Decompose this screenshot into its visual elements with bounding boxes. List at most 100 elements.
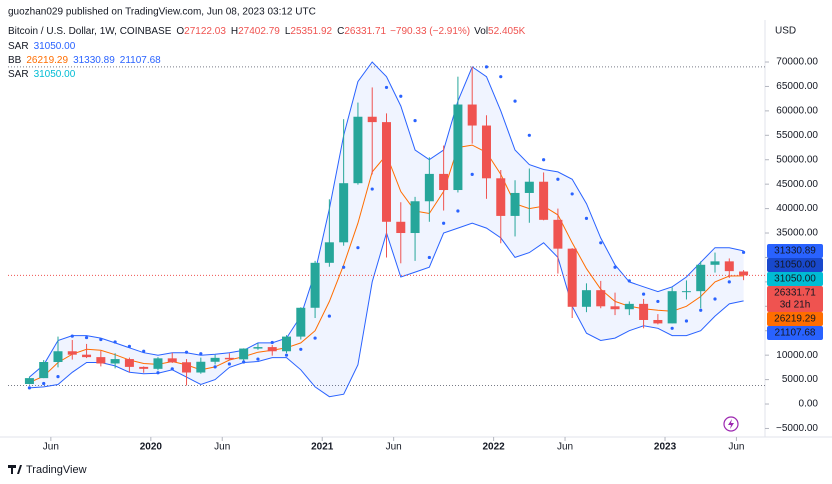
- price-tag: 26219.29: [767, 311, 823, 326]
- candle: [667, 287, 677, 324]
- candle-body: [239, 348, 249, 360]
- sar-dot: [299, 347, 303, 351]
- bb-upper: [29, 61, 744, 378]
- price-tag-box: [767, 311, 823, 326]
- candle: [567, 248, 577, 319]
- sar-dot: [442, 221, 446, 225]
- candle: [96, 350, 106, 367]
- candle: [210, 354, 220, 365]
- ohlc-value: 27122.03: [184, 26, 226, 37]
- candle: [653, 314, 663, 325]
- price-tag-label: 31330.89: [774, 246, 816, 257]
- candle: [624, 301, 634, 316]
- candle: [596, 280, 606, 309]
- candle: [496, 169, 506, 244]
- y-tick-label: 10000.00: [776, 350, 818, 361]
- ohlc-value: 27402.79: [238, 26, 280, 37]
- candle: [481, 115, 491, 199]
- sar-dot: [156, 371, 160, 375]
- candle-body: [439, 173, 449, 191]
- bb-upper-value: 31330.89: [73, 55, 115, 66]
- candle: [410, 196, 420, 261]
- sar-dot: [270, 340, 274, 345]
- candle: [82, 343, 92, 359]
- sar-dot: [42, 381, 46, 386]
- x-tick-label: 2022: [482, 442, 505, 453]
- sar-dot: [627, 279, 631, 283]
- y-tick-label: 65000.00: [776, 81, 818, 92]
- candle-body: [596, 290, 606, 307]
- icon-bolt[interactable]: [728, 419, 734, 429]
- sar-dot: [399, 94, 403, 98]
- ohlc-letter: H: [231, 26, 238, 37]
- sar-dot: [670, 326, 674, 330]
- footer-logo[interactable]: TradingView: [8, 464, 87, 476]
- candle: [124, 357, 134, 373]
- plot-area: [8, 61, 765, 398]
- sar-dot: [370, 187, 374, 191]
- candle-body: [182, 362, 192, 373]
- y-tick-label: 0.00: [799, 399, 819, 410]
- candle-body: [353, 116, 363, 184]
- sar-value: 31050.00: [34, 41, 76, 52]
- candle-body: [510, 192, 520, 216]
- y-tick-label: 60000.00: [776, 106, 818, 117]
- x-tick-label: 2023: [654, 442, 677, 453]
- candle: [39, 360, 49, 379]
- candle-body: [453, 104, 463, 191]
- y-tick-label: −5000.00: [776, 423, 818, 434]
- sar-dot: [456, 209, 460, 213]
- sar2-value: 31050.00: [34, 69, 76, 80]
- lightning-icon[interactable]: [723, 416, 739, 432]
- candle-body: [67, 351, 77, 355]
- y-tick-label: 35000.00: [776, 228, 818, 239]
- candle-body: [167, 358, 177, 363]
- x-tick-label: 2021: [311, 442, 334, 453]
- candle-body: [310, 262, 320, 308]
- sar-dot: [599, 241, 603, 245]
- candle-body: [553, 219, 563, 249]
- sar-dot: [699, 308, 703, 312]
- logo-mark[interactable]: [8, 465, 22, 474]
- sar-dot: [470, 172, 474, 176]
- candle: [310, 260, 320, 319]
- candle: [339, 119, 349, 246]
- price-tag-label: 26331.71: [774, 288, 816, 299]
- candle: [581, 283, 591, 313]
- ohlc-value: 26331.71: [344, 26, 386, 37]
- x-tick-label: Jun: [214, 442, 230, 453]
- sar-dot: [641, 292, 646, 296]
- candle: [510, 180, 520, 237]
- sar-dot: [384, 85, 389, 90]
- sar-dot: [556, 177, 560, 181]
- volume-name: Vol: [474, 26, 488, 37]
- sar-dot: [284, 353, 289, 357]
- price-tag: 31050.00: [767, 271, 823, 286]
- sar-dot: [127, 344, 132, 348]
- candle: [167, 352, 177, 363]
- candle: [539, 172, 549, 221]
- candle-body: [524, 181, 534, 193]
- candle-body: [367, 116, 377, 123]
- candle: [439, 145, 449, 211]
- candle-body: [196, 361, 206, 373]
- footer-brand[interactable]: TradingView: [26, 464, 87, 476]
- price-tag-box: [767, 271, 823, 286]
- sar-dot: [56, 375, 60, 379]
- price-tag-label: 26219.29: [774, 314, 816, 325]
- sar-dot: [356, 246, 360, 250]
- legend-sar2: SAR 31050.00: [8, 69, 76, 80]
- sar-name: SAR: [8, 41, 29, 52]
- y-tick-label: 5000.00: [782, 374, 819, 385]
- volume-value: 52.405K: [488, 26, 526, 37]
- candle-body: [481, 125, 491, 179]
- price-tag-label: 31050.00: [774, 260, 816, 271]
- candle-body: [324, 242, 334, 263]
- candle: [553, 208, 563, 274]
- sar-dot: [170, 367, 174, 371]
- candle-body: [124, 359, 134, 367]
- sar-dot: [342, 265, 346, 269]
- sar-dot: [499, 75, 503, 79]
- candle-body: [681, 291, 691, 293]
